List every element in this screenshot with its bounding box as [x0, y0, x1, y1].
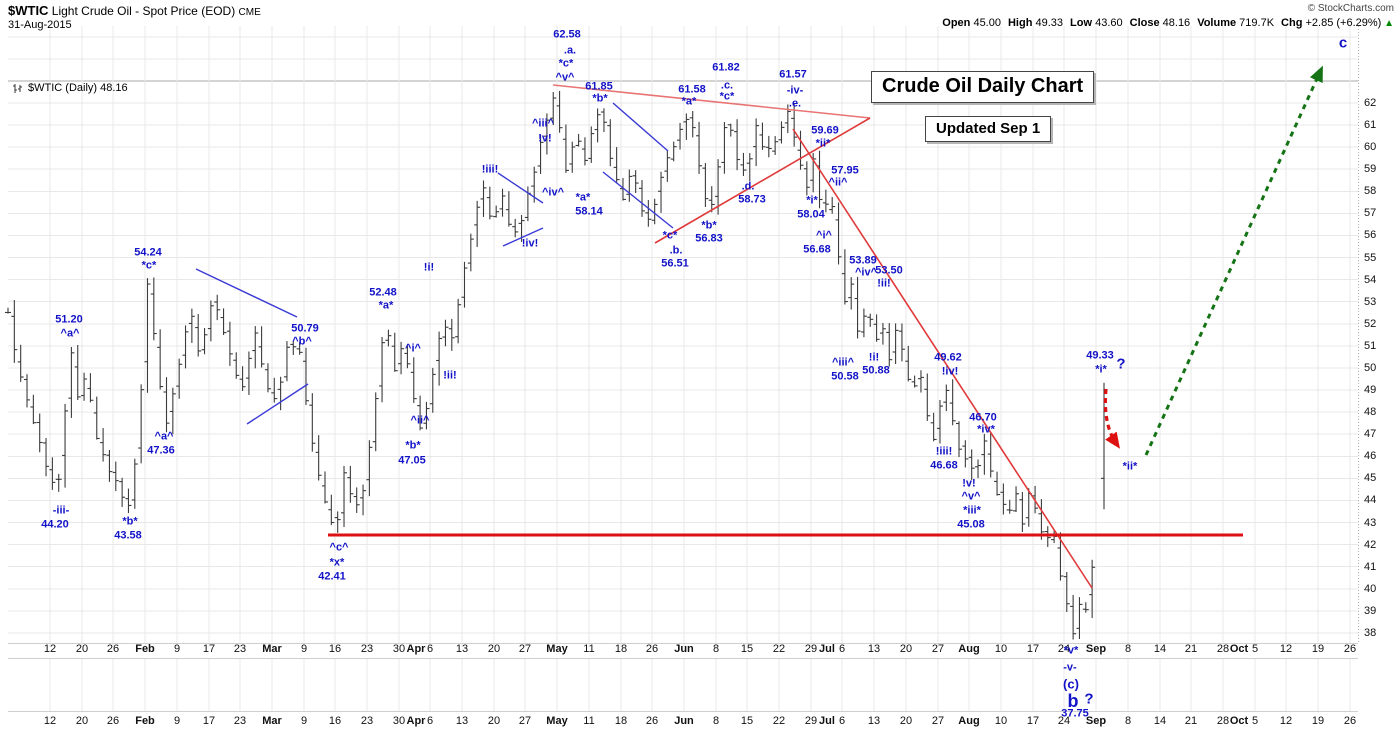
quote-label: Close [1129, 17, 1160, 29]
flag-lower-line [602, 171, 674, 229]
small-pennant-lower-line [502, 227, 544, 247]
pennant-lower-line [246, 383, 309, 425]
triangle-upper-line [552, 84, 871, 119]
quote-label: Low [1070, 17, 1093, 29]
quote-value: 45.00 [970, 17, 1001, 29]
quote-value: +2.85 (+6.29%) [1302, 17, 1382, 29]
chart-title-box: Crude Oil Daily Chart [871, 71, 1095, 103]
legend-label: $WTIC (Daily) 48.16 [28, 82, 128, 94]
copyright-label: © StockCharts.com [1307, 3, 1394, 14]
chart-header: $WTIC Light Crude Oil - Spot Price (EOD)… [8, 3, 261, 18]
quote-value: 48.16 [1159, 17, 1191, 29]
small-pennant-upper-line [497, 172, 544, 204]
exchange-label: CME [238, 7, 261, 18]
pullback-down-arrow [1103, 388, 1120, 449]
downtrend-line [792, 128, 1093, 589]
quote-label: High [1007, 17, 1033, 29]
quote-value: 719.7K [1236, 17, 1275, 29]
symbol-label: $WTIC [8, 3, 49, 18]
quote-label: Open [942, 17, 971, 29]
quote-value: 43.60 [1092, 17, 1123, 29]
quote-label: Volume [1197, 17, 1237, 29]
projection-up-arrow [1144, 65, 1323, 456]
instrument-name: Light Crude Oil - Spot Price (EOD) [51, 4, 236, 18]
chart-subtitle-box: Updated Sep 1 [925, 116, 1052, 142]
legend: $WTIC (Daily) 48.16 [12, 82, 128, 94]
up-arrow-icon: ▲ [1381, 18, 1394, 29]
chart-date: 31-Aug-2015 [8, 19, 72, 31]
pennant-upper-line [195, 268, 298, 318]
flag-upper-line [612, 102, 669, 152]
quote-summary: Open 45.00 High 49.33 Low 43.60 Close 48.16… [935, 17, 1394, 29]
bar-chart-icon [13, 83, 22, 93]
quote-value: 49.33 [1032, 17, 1064, 29]
quote-label: Chg [1281, 17, 1303, 29]
triangle-lower-line [654, 117, 871, 244]
